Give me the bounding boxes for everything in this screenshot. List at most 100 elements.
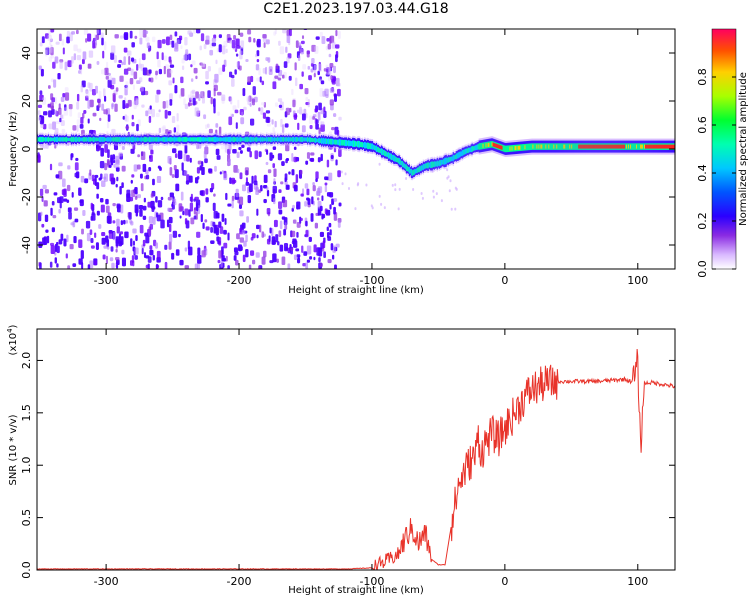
spectrogram-ridge-core <box>479 143 481 150</box>
spectrogram-speckle <box>205 144 208 154</box>
spectrogram-speckle <box>189 157 192 163</box>
spectrogram-ridge-core <box>194 137 196 142</box>
spectrogram-ridge-core <box>332 138 334 145</box>
spectrogram-ridge-core <box>215 136 217 143</box>
spectrogram-ridge-core <box>159 137 161 142</box>
spectrogram-speckle <box>131 255 135 263</box>
spectrogram-speckle <box>295 248 300 252</box>
spectrogram-speckle <box>328 66 332 76</box>
spectrogram-ridge-core <box>276 137 278 142</box>
spectrogram-speckle <box>182 54 188 61</box>
spectrogram-ridge-core <box>243 137 245 142</box>
spectrogram-speckle <box>39 115 44 125</box>
spectrogram-speckle <box>83 110 87 114</box>
spectrogram-ridge-core <box>45 137 48 142</box>
spectrogram-speckle <box>100 204 105 213</box>
spectrogram-speckle <box>333 198 338 202</box>
spectrogram-speckle <box>161 52 164 61</box>
spectrogram-ridge-core <box>459 151 461 158</box>
spectrogram-speckle <box>298 42 302 48</box>
spectrogram-ridge-core <box>293 136 295 142</box>
spectrogram-speckle <box>50 102 54 109</box>
spectrogram-speckle <box>119 186 122 195</box>
spectrogram-ridge-core <box>331 138 333 145</box>
spectrogram-speckle <box>194 107 199 117</box>
spectrogram-speckle <box>292 219 297 224</box>
spectrogram-speckle <box>320 80 325 85</box>
spectrogram-speckle <box>81 80 86 88</box>
spectrogram-speckle <box>59 59 64 63</box>
spectrogram-speckle <box>196 167 200 174</box>
spectrogram-speckle <box>246 216 249 223</box>
spectrogram-speckle <box>109 173 114 182</box>
spectrogram-ridge-core <box>380 148 383 155</box>
spectrogram-speckle <box>328 131 333 135</box>
spectrogram-ridge-core <box>41 136 44 142</box>
spectrogram-ridge-core <box>374 145 377 151</box>
spectrogram-speckle <box>253 180 258 186</box>
spectrogram-ridge-core <box>525 143 527 151</box>
spectrogram-speckle <box>37 104 43 109</box>
spectrogram-speckle <box>217 111 220 116</box>
spectrogram-ridge-core <box>428 162 430 168</box>
spectrogram-speckle <box>143 197 146 203</box>
spectrogram-ridge-core <box>174 137 176 142</box>
spectrogram-ridge-core <box>527 143 529 151</box>
spectrogram-speckle <box>51 108 55 115</box>
spectrogram-speckle <box>191 60 196 66</box>
spectrogram-speckle <box>73 53 77 61</box>
spectrogram-speckle <box>171 40 175 48</box>
spectrogram-ridge-core <box>285 137 287 142</box>
spectrogram-ridge-core <box>288 136 290 142</box>
spectrogram-speckle <box>256 234 259 239</box>
spectrogram-speckle <box>152 178 155 186</box>
spectrogram-speckle <box>278 209 283 215</box>
spectrogram-ridge-core <box>120 137 122 142</box>
spectrogram-ridge-core <box>254 137 256 142</box>
spectrogram-speckle <box>334 44 340 49</box>
spectrogram-speckle <box>218 126 222 136</box>
spectrogram-speckle <box>164 109 168 119</box>
spectrogram-speckle <box>95 242 99 250</box>
spectrogram-ridge-core <box>191 137 193 142</box>
spectrogram-ridge-peak <box>667 144 669 149</box>
spectrogram-speckle <box>180 88 185 97</box>
spectrogram-ridge-core <box>327 138 329 144</box>
spectrogram-ridge-peak <box>548 144 550 149</box>
spectrogram-speckle <box>378 194 381 198</box>
spectrogram-ridge-core <box>181 137 183 142</box>
spectrogram-speckle <box>231 74 235 79</box>
spectrogram-speckle <box>168 241 172 250</box>
spectrogram-ridge-peak <box>493 142 495 147</box>
spectrogram-speckle <box>233 247 238 253</box>
spectrogram-ridge-core <box>336 139 338 145</box>
spectrogram-speckle <box>194 196 199 201</box>
spectrogram-speckle <box>148 69 152 74</box>
spectrogram-speckle <box>121 61 124 66</box>
spectrogram-speckle <box>256 58 260 63</box>
spectrogram-speckle <box>354 207 357 211</box>
spectrogram-speckle <box>55 41 60 45</box>
spectrogram-ridge-core <box>502 144 504 152</box>
spectrogram-speckle <box>239 50 243 60</box>
spectrogram-ridge-core <box>557 143 559 150</box>
spectrogram-ridge-core <box>359 141 362 148</box>
spectrogram-speckle <box>334 126 339 135</box>
spectrogram-speckle <box>101 232 106 237</box>
spectrogram-ridge-core <box>216 137 218 142</box>
spectrogram-speckle <box>167 110 172 116</box>
spectrogram-ridge-core <box>426 162 428 169</box>
spectrogram-speckle <box>157 200 163 208</box>
spectrogram-speckle <box>155 94 159 103</box>
spectrogram-speckle <box>91 213 96 221</box>
spectrogram-ridge-core <box>149 136 151 142</box>
spectrogram-speckle <box>188 209 191 217</box>
spectrogram-speckle <box>295 174 299 184</box>
spectrogram-ridge-core <box>242 137 244 142</box>
spectrogram-speckle <box>258 67 261 76</box>
spectrogram-ridge-core <box>47 136 50 143</box>
spectrogram-speckle <box>282 29 287 34</box>
spectrogram-ridge-core <box>234 137 236 142</box>
spectrogram-speckle <box>296 204 299 210</box>
spectrogram-speckle <box>265 39 270 45</box>
